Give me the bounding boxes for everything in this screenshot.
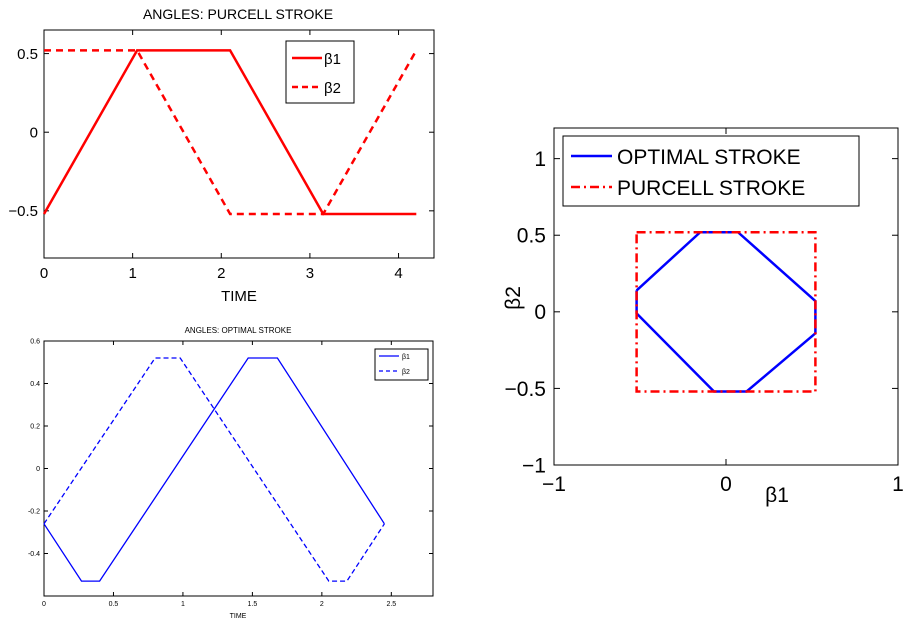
purcell-legend-box: [285, 40, 355, 104]
phase-ytick-label: 0.5: [517, 225, 546, 248]
optimal-legend: β1 β2: [374, 348, 429, 381]
purcell-ytick-label: 0: [30, 124, 38, 141]
purcell-xtick-label: 3: [306, 265, 314, 282]
phase-xlabel: β1: [765, 484, 789, 507]
phase-ticks: −1 0 1 −1 −0.5 0 0.5 1: [505, 128, 904, 496]
optimal-ytick-label: 0: [36, 466, 40, 473]
purcell-xlabel: TIME: [221, 288, 257, 305]
phase-legend: OPTIMAL STROKE PURCELL STROKE: [562, 135, 860, 207]
purcell-xtick-label: 0: [40, 265, 48, 282]
optimal-legend-box: [374, 348, 429, 381]
optimal-xtick-label: 0: [42, 601, 46, 608]
phase-ytick-label: −0.5: [505, 378, 546, 401]
optimal-legend-label-beta2: β2: [402, 369, 410, 376]
optimal-xtick-label: 1: [181, 601, 185, 608]
purcell-ytick-label: −0.5: [8, 203, 38, 220]
purcell-xtick-label: 4: [394, 265, 402, 282]
optimal-xtick-label: 2: [320, 601, 324, 608]
optimal-ytick-label: 0.2: [30, 423, 40, 430]
purcell-legend-label-beta1: β1: [324, 51, 341, 68]
phase-ytick-label: 1: [534, 148, 546, 171]
phase-xtick-label: 1: [892, 473, 904, 496]
phase-ytick-label: −1: [522, 454, 546, 477]
purcell-legend: β1 β2: [285, 40, 355, 104]
optimal-series-line-2: [43, 357, 385, 582]
phase-ytick-label: 0: [534, 301, 546, 324]
optimal-ytick-label: -0.4: [28, 551, 40, 558]
purcell-xtick-label: 1: [128, 265, 136, 282]
optimal-series-line-1: [43, 357, 385, 582]
optimal-ytick-label: -0.2: [28, 508, 40, 515]
phase-chart: −1 0 1 −1 −0.5 0 0.5 1 β1 β2 OPTIMAL STROKE PUR…: [502, 127, 904, 507]
phase-ylabel: β2: [502, 286, 525, 310]
phase-series-line-1: [635, 230, 817, 393]
phase-legend-label-purcell: PURCELL STROKE: [617, 177, 805, 200]
optimal-xtick-label: 2.5: [386, 601, 396, 608]
purcell-series: [42, 49, 418, 216]
optimal-title: ANGLES: OPTIMAL STROKE: [185, 326, 292, 335]
optimal-xlabel: TIME: [230, 613, 247, 620]
optimal-series: [43, 357, 385, 582]
phase-series-line-2: [635, 230, 817, 393]
optimal-ytick-label: 0.6: [30, 338, 40, 345]
purcell-chart: ANGLES: PURCELL STROKE 0 1 2 3 4 −0.5 0 0.5 TIM…: [8, 6, 435, 305]
optimal-ytick-label: 0.4: [30, 381, 40, 388]
purcell-title: ANGLES: PURCELL STROKE: [143, 6, 333, 22]
purcell-xtick-label: 2: [217, 265, 225, 282]
purcell-ytick-label: 0.5: [17, 46, 38, 63]
optimal-xtick-label: 0.5: [109, 601, 119, 608]
optimal-legend-label-beta1: β1: [402, 354, 410, 361]
phase-series: [635, 230, 817, 393]
phase-legend-label-optimal: OPTIMAL STROKE: [617, 146, 801, 169]
purcell-ticks: 0 1 2 3 4 −0.5 0 0.5: [8, 30, 434, 282]
phase-xtick-label: 0: [720, 473, 732, 496]
optimal-ticks: 0 0.5 1 1.5 2 2.5 -0.4 -0.2 0 0.2 0.4 0.6: [28, 338, 433, 608]
purcell-plot-frame: [43, 29, 435, 259]
phase-xtick-label: −1: [542, 473, 566, 496]
optimal-xtick-label: 1.5: [248, 601, 258, 608]
optimal-chart: ANGLES: OPTIMAL STROKE 0 0.5 1 1.5 2 2.5 -0.4 -…: [28, 326, 434, 620]
phase-legend-box: [562, 135, 860, 207]
purcell-series-line-2: [44, 49, 418, 216]
purcell-series-line-1: [42, 49, 417, 216]
purcell-legend-label-beta2: β2: [324, 80, 341, 97]
